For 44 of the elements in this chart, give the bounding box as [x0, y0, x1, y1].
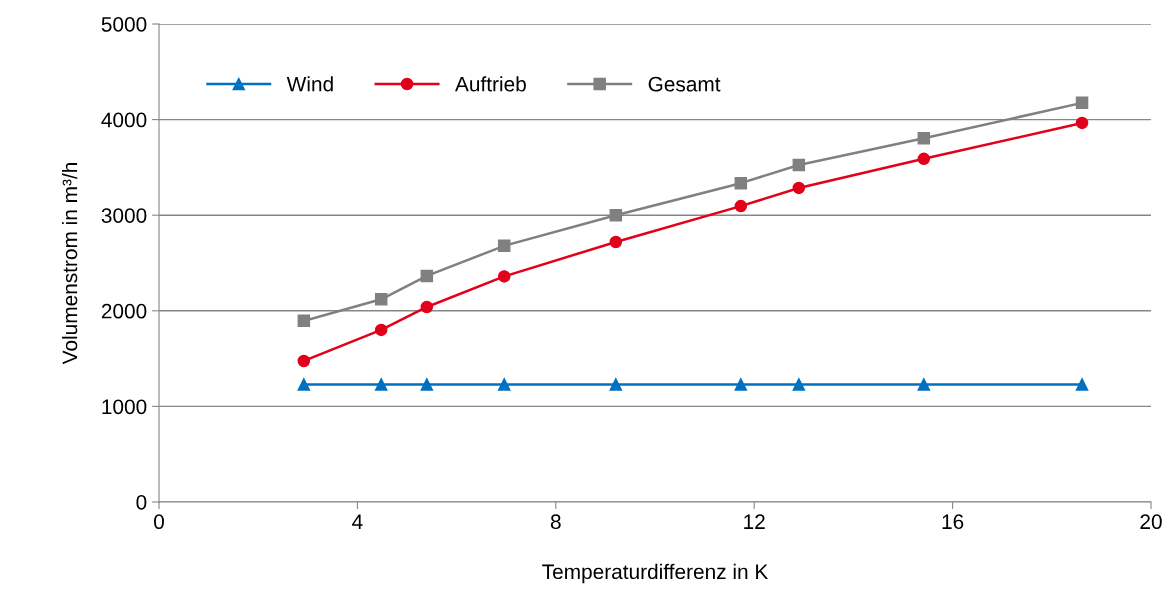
- point: [297, 354, 311, 368]
- point: [1075, 116, 1089, 130]
- y-tick-label: 3000: [101, 208, 147, 223]
- point: [792, 378, 806, 391]
- y-tick-label: 5000: [101, 17, 147, 32]
- point: [420, 300, 434, 314]
- y-tick-label: 2000: [101, 303, 147, 319]
- legend-label: Auftrieb: [455, 76, 526, 92]
- point: [497, 270, 511, 283]
- x-tick-label: 12: [744, 514, 765, 529]
- point: [497, 239, 511, 253]
- legend-label: Wind: [286, 76, 333, 92]
- point: [374, 293, 388, 306]
- point: [792, 181, 806, 195]
- x-tick-label: 0: [154, 514, 164, 530]
- point: [917, 152, 931, 166]
- point: [734, 199, 748, 213]
- point: [609, 208, 623, 222]
- point: [917, 131, 931, 145]
- point: [420, 269, 434, 283]
- point: [497, 378, 511, 391]
- point: [420, 378, 434, 391]
- point: [297, 314, 311, 328]
- legend-label: Gesamt: [648, 76, 721, 92]
- point: [792, 158, 806, 172]
- y-tick-label: 4000: [101, 112, 147, 128]
- point: [1075, 96, 1089, 110]
- point: [917, 378, 931, 391]
- point: [1075, 378, 1089, 391]
- point: [374, 323, 388, 337]
- point: [734, 378, 748, 391]
- point: [374, 378, 388, 391]
- y-tick-label: 0: [136, 495, 147, 510]
- point: [609, 378, 623, 391]
- x-tick-label: 8: [550, 514, 561, 530]
- x-tick-label: 16: [942, 514, 964, 530]
- x-tick-label: 20: [1140, 514, 1162, 530]
- y-axis-title: Volumenstrom in m³/h: [61, 163, 78, 365]
- x-tick-label: 4: [352, 514, 363, 529]
- x-axis-title: Temperaturdifferenz in K: [542, 563, 769, 584]
- point: [609, 235, 623, 249]
- y-tick-label: 1000: [102, 399, 147, 415]
- point: [734, 176, 748, 190]
- point: [297, 378, 311, 391]
